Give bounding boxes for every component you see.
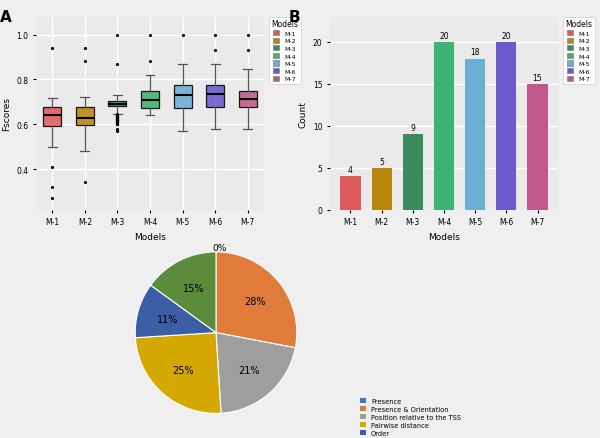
Text: 20: 20 (502, 32, 511, 41)
Text: 21%: 21% (238, 365, 260, 375)
Wedge shape (151, 252, 216, 333)
Text: 15: 15 (533, 74, 542, 82)
Wedge shape (135, 286, 216, 338)
Bar (434, 42, 454, 210)
Bar (371, 168, 392, 210)
PathPatch shape (173, 86, 191, 109)
Bar (527, 85, 548, 210)
Bar (340, 177, 361, 210)
PathPatch shape (239, 92, 257, 107)
Bar (403, 135, 423, 210)
Text: 4: 4 (348, 166, 353, 175)
X-axis label: Models: Models (428, 233, 460, 241)
Text: 18: 18 (470, 48, 480, 57)
Text: 25%: 25% (172, 365, 194, 375)
Y-axis label: Fscores: Fscores (2, 97, 11, 131)
Text: 0%: 0% (213, 244, 227, 253)
PathPatch shape (109, 102, 127, 107)
Text: 28%: 28% (244, 296, 265, 306)
PathPatch shape (141, 92, 159, 109)
Wedge shape (216, 333, 295, 413)
Wedge shape (136, 333, 221, 413)
Legend: M-1, M-2, M-3, M-4, M-5, M-6, M-7: M-1, M-2, M-3, M-4, M-5, M-6, M-7 (563, 18, 595, 85)
Text: 11%: 11% (157, 314, 179, 324)
Text: 9: 9 (410, 124, 415, 133)
Bar (465, 60, 485, 210)
X-axis label: Models: Models (134, 233, 166, 241)
Bar (496, 42, 517, 210)
Text: A: A (0, 10, 11, 25)
Wedge shape (216, 252, 297, 348)
PathPatch shape (76, 108, 94, 126)
PathPatch shape (43, 108, 61, 127)
Legend: M-1, M-2, M-3, M-4, M-5, M-6, M-7: M-1, M-2, M-3, M-4, M-5, M-6, M-7 (269, 18, 301, 85)
Text: 15%: 15% (182, 283, 204, 293)
Text: 5: 5 (379, 157, 384, 166)
PathPatch shape (206, 85, 224, 107)
Legend: Presence, Presence & Orientation, Position relative to the TSS, Pairwise distanc: Presence, Presence & Orientation, Positi… (358, 395, 485, 438)
Text: B: B (289, 10, 301, 25)
Text: 20: 20 (439, 32, 449, 41)
Y-axis label: Count: Count (298, 100, 307, 127)
